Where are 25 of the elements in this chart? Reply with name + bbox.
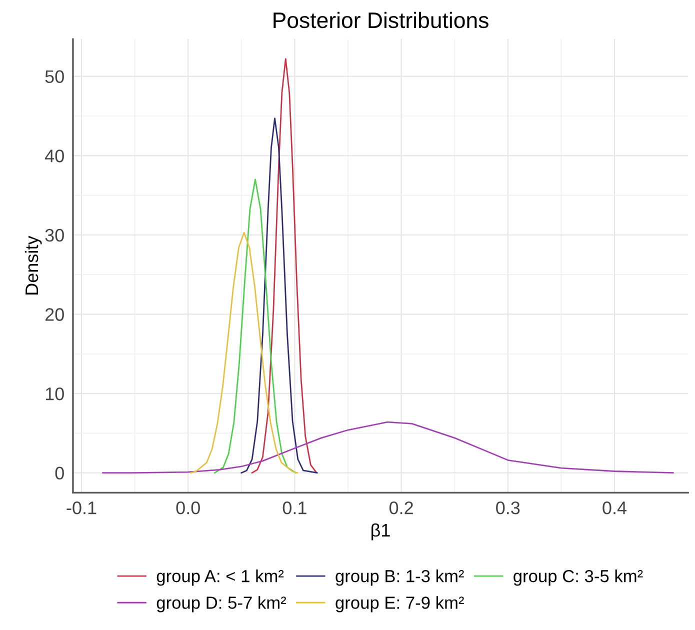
line-series	[102, 421, 674, 474]
x-tick-label: 0.1	[282, 501, 306, 514]
x-tick-label: 0.0	[176, 501, 200, 514]
y-tick-label: 10	[46, 387, 64, 400]
y-tick-label: 20	[45, 308, 64, 321]
x-tick-label: -0.1	[66, 501, 96, 514]
line-series	[240, 118, 318, 474]
y-axis-title: Density	[24, 236, 42, 294]
legend-label: group C: 3-5 km²	[514, 570, 643, 586]
y-tick-label: 0	[55, 466, 64, 480]
legend-label: group D: 5-7 km²	[156, 596, 286, 612]
y-tick-label: 30	[45, 228, 64, 242]
x-tick-label: 0.4	[602, 501, 627, 514]
legend-label: group E: 7-9 km²	[336, 596, 464, 612]
line-series	[190, 232, 298, 474]
y-tick-label: 40	[44, 150, 64, 162]
x-tick-label: 0.2	[389, 501, 413, 514]
line-series	[251, 58, 317, 474]
x-tick-label: 0.3	[496, 501, 520, 514]
legend-label: group B: 1-3 km²	[336, 570, 464, 586]
x-axis-title: β1	[372, 523, 390, 540]
line-series	[214, 178, 296, 474]
legend-label: group A: < 1 km²	[156, 570, 284, 586]
y-tick-label: 50	[45, 70, 64, 84]
chart-title: Posterior Distributions	[274, 12, 488, 28]
